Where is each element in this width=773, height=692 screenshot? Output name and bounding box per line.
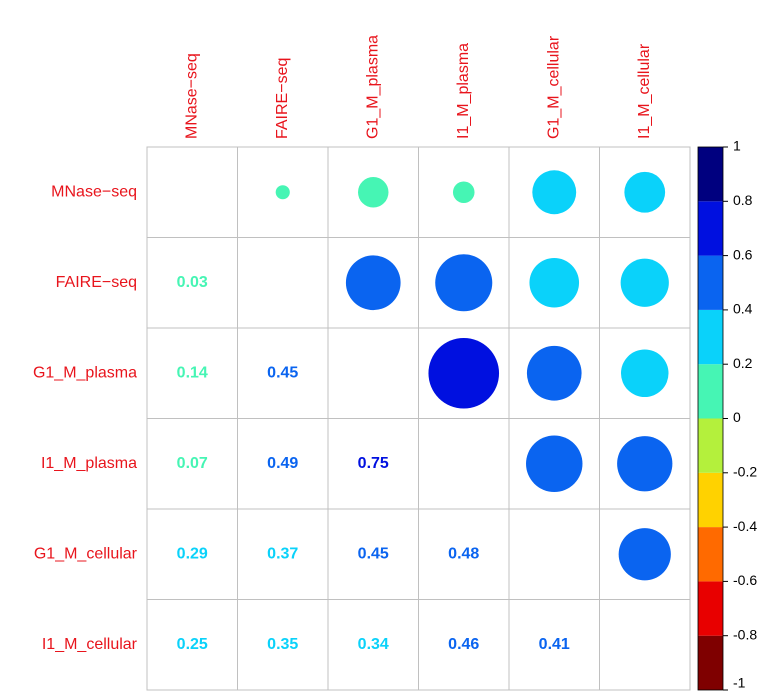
colorbar-tick-label: 1	[733, 138, 741, 154]
column-label: MNase−seq	[183, 53, 200, 139]
row-label: I1_M_cellular	[42, 636, 138, 653]
row-label: G1_M_cellular	[34, 545, 138, 562]
colorbar-tick-label: -0.6	[733, 572, 757, 588]
correlation-value: 0.48	[448, 545, 479, 562]
correlation-circle	[526, 345, 582, 401]
colorbar-segment	[698, 527, 723, 582]
colorbar-segment	[698, 472, 723, 528]
column-label: I1_M_cellular	[636, 43, 653, 139]
colorbar-segment	[698, 418, 723, 473]
row-label: MNase−seq	[51, 183, 137, 200]
colorbar-tick-label: -0.8	[733, 626, 757, 642]
row-label: FAIRE−seq	[56, 274, 137, 291]
correlation-circle	[532, 170, 577, 215]
correlation-circle	[618, 528, 671, 581]
colorbar-segment	[698, 147, 723, 202]
colorbar-tick-label: 0	[733, 409, 741, 425]
correlation-circle	[624, 171, 666, 213]
correlation-value: 0.25	[177, 636, 208, 653]
column-label: G1_M_cellular	[545, 35, 562, 139]
correlation-value: 0.45	[358, 545, 389, 562]
row-label: I1_M_plasma	[41, 455, 137, 472]
correlation-circle	[435, 254, 493, 312]
colorbar-segment	[698, 309, 723, 365]
correlation-circle	[620, 258, 669, 307]
colorbar-segment	[698, 201, 723, 256]
colorbar-segment	[698, 364, 723, 419]
correlation-value: 0.34	[358, 636, 389, 653]
correlation-value: 0.35	[267, 636, 298, 653]
correlation-value: 0.07	[177, 455, 208, 472]
correlation-circle	[358, 177, 389, 208]
colorbar-tick-label: 0.2	[733, 355, 753, 371]
correlation-value: 0.03	[177, 274, 208, 291]
cell	[327, 327, 419, 419]
correlation-circle	[620, 349, 669, 398]
correlation-value: 0.29	[177, 545, 208, 562]
cell	[508, 508, 600, 600]
correlation-value: 0.49	[267, 455, 298, 472]
colorbar-tick-label: 0.8	[733, 192, 753, 208]
correlation-circle	[617, 436, 673, 492]
correlation-value: 0.46	[448, 636, 479, 653]
cell	[418, 418, 510, 510]
column-label: G1_M_plasma	[364, 35, 381, 139]
correlation-circle	[275, 185, 290, 200]
correlation-value: 0.41	[539, 636, 570, 653]
correlation-circle	[428, 337, 500, 409]
correlation-circle	[345, 255, 401, 311]
correlation-value: 0.75	[358, 455, 389, 472]
column-label: FAIRE−seq	[274, 58, 291, 139]
correlation-circle	[526, 435, 583, 492]
colorbar-tick-label: 0.6	[733, 246, 753, 262]
colorbar-tick-label: -1	[733, 675, 746, 691]
correlation-value: 0.14	[177, 364, 208, 381]
cell	[237, 237, 329, 329]
correlation-value: 0.45	[267, 364, 298, 381]
colorbar-tick-label: 0.4	[733, 301, 753, 317]
correlation-value: 0.37	[267, 545, 298, 562]
cell	[146, 146, 238, 238]
correlation-circle	[529, 257, 580, 308]
colorbar-segment	[698, 581, 723, 636]
cell	[599, 599, 691, 691]
colorbar-segment	[698, 635, 723, 690]
row-label: G1_M_plasma	[33, 364, 137, 381]
column-label: I1_M_plasma	[455, 43, 472, 139]
correlation-circle	[452, 181, 475, 204]
colorbar-tick-label: -0.4	[733, 518, 757, 534]
colorbar-tick-label: -0.2	[733, 464, 757, 480]
colorbar-segment	[698, 255, 723, 310]
